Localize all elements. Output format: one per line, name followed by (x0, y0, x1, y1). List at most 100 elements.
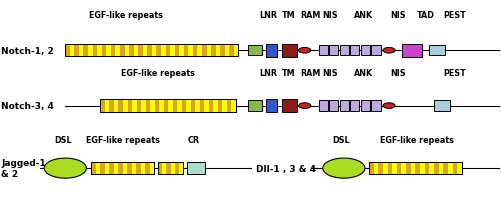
Ellipse shape (298, 48, 310, 54)
Bar (371, 46, 380, 56)
Text: RAM: RAM (300, 69, 320, 78)
Bar (360, 101, 369, 111)
Bar (186, 163, 204, 174)
Bar (266, 100, 277, 113)
Bar (181, 100, 186, 112)
Bar (120, 44, 124, 57)
Bar (433, 101, 449, 111)
Bar (100, 100, 235, 112)
Bar (158, 163, 183, 174)
Bar (91, 163, 96, 174)
Bar (100, 100, 105, 112)
Bar (166, 163, 170, 174)
Text: LNR: LNR (259, 69, 277, 78)
Text: NIS: NIS (322, 11, 338, 20)
Bar (136, 163, 140, 174)
Bar (174, 163, 179, 174)
Bar (211, 44, 215, 57)
Bar (318, 101, 327, 111)
Bar (339, 101, 348, 111)
Text: EGF-like repeats: EGF-like repeats (88, 11, 162, 20)
Bar (165, 44, 170, 57)
Bar (360, 46, 369, 56)
Bar (396, 163, 401, 174)
Bar (145, 100, 150, 112)
Bar (401, 44, 421, 58)
Bar (172, 100, 177, 112)
Bar (199, 100, 204, 112)
Bar (127, 100, 132, 112)
Text: TM: TM (281, 11, 295, 20)
Bar (102, 44, 106, 57)
Bar (158, 163, 162, 174)
Bar (127, 163, 131, 174)
Ellipse shape (382, 48, 394, 54)
Bar (318, 46, 327, 56)
Bar (129, 44, 133, 57)
Bar (190, 100, 195, 112)
Text: DSL: DSL (332, 135, 350, 144)
Text: Dll-1 , 3 & 4: Dll-1 , 3 & 4 (256, 164, 316, 173)
Bar (156, 44, 161, 57)
Text: Notch-1, 2: Notch-1, 2 (1, 47, 54, 55)
Bar (220, 44, 224, 57)
Bar (229, 44, 233, 57)
Bar (368, 163, 461, 174)
Bar (154, 100, 159, 112)
Text: Notch-3, 4: Notch-3, 4 (1, 102, 54, 111)
Text: NIS: NIS (389, 11, 405, 20)
Bar (329, 46, 338, 56)
Bar (65, 44, 238, 57)
Text: NIS: NIS (322, 69, 338, 78)
Bar (266, 44, 277, 58)
Bar (136, 100, 141, 112)
Bar (424, 163, 428, 174)
Text: PEST: PEST (442, 11, 465, 20)
Bar (109, 100, 114, 112)
Bar (192, 44, 197, 57)
Text: Jagged-1
& 2: Jagged-1 & 2 (1, 159, 46, 178)
Bar (248, 46, 261, 56)
Text: TM: TM (281, 69, 295, 78)
Bar (158, 163, 183, 174)
Bar (387, 163, 391, 174)
Bar (368, 163, 461, 174)
Bar (83, 44, 88, 57)
Ellipse shape (322, 158, 364, 178)
Bar (339, 46, 348, 56)
Ellipse shape (44, 158, 86, 178)
Text: RAM: RAM (300, 11, 320, 20)
Bar (111, 44, 115, 57)
Bar (163, 100, 168, 112)
Text: DSL: DSL (54, 135, 72, 144)
Bar (282, 100, 297, 113)
Text: EGF-like repeats: EGF-like repeats (379, 135, 453, 144)
Bar (100, 100, 235, 112)
Bar (145, 163, 149, 174)
Bar (118, 100, 123, 112)
Bar (371, 101, 380, 111)
Bar (226, 100, 231, 112)
Bar (118, 163, 123, 174)
Bar (174, 44, 179, 57)
Text: ANK: ANK (354, 11, 373, 20)
Bar (415, 163, 419, 174)
Bar (91, 163, 154, 174)
Ellipse shape (298, 103, 310, 109)
Text: EGF-like repeats: EGF-like repeats (86, 135, 160, 144)
Ellipse shape (382, 103, 394, 109)
Bar (183, 44, 188, 57)
Bar (100, 163, 105, 174)
Bar (282, 44, 297, 58)
Text: CR: CR (187, 135, 199, 144)
Bar (147, 44, 151, 57)
Text: TAD: TAD (416, 11, 434, 20)
Text: EGF-like repeats: EGF-like repeats (121, 69, 195, 78)
Bar (350, 101, 359, 111)
Bar (442, 163, 447, 174)
Bar (433, 163, 438, 174)
Text: ANK: ANK (354, 69, 373, 78)
Bar (452, 163, 456, 174)
Bar (428, 46, 444, 56)
Bar (248, 101, 261, 111)
